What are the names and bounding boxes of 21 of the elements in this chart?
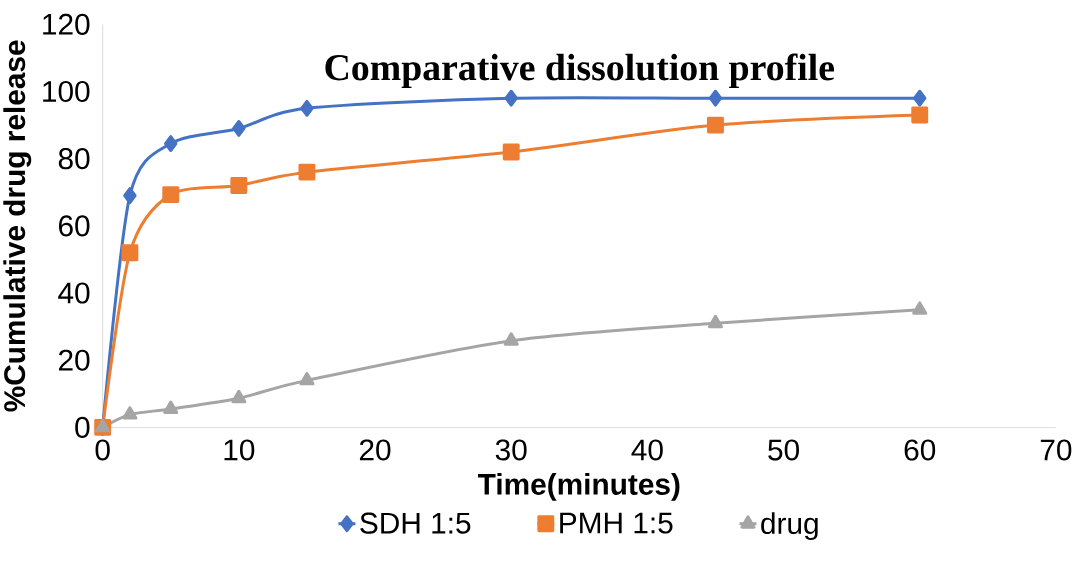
text: Comparative dissolution profile bbox=[325, 53, 835, 89]
legend-label: drug bbox=[761, 512, 818, 541]
y-tick-label: 0 bbox=[75, 416, 90, 439]
legend-label: SDH 1:5 bbox=[360, 512, 471, 534]
x-tick-label: 10 bbox=[224, 439, 255, 461]
x-axis-title: Time(minutes) bbox=[477, 473, 680, 501]
legend-label: PMH 1:5 bbox=[560, 512, 673, 534]
y-tick-label: 60 bbox=[59, 215, 90, 237]
y-tick-label: 100 bbox=[43, 81, 90, 103]
x-tick-label: 20 bbox=[359, 439, 391, 461]
y-tick-label: 80 bbox=[58, 148, 90, 170]
y-axis-title: %Cumulative drug release bbox=[3, 40, 32, 412]
x-tick-label: 30 bbox=[495, 439, 527, 461]
x-tick-label: 50 bbox=[768, 439, 799, 461]
x-tick-label: 70 bbox=[1040, 439, 1072, 461]
y-tick-label: 20 bbox=[58, 349, 90, 371]
y-tick-label: 120 bbox=[43, 13, 90, 36]
x-tick-label: 40 bbox=[631, 439, 663, 461]
x-tick-label: 0 bbox=[95, 439, 110, 461]
x-tick-label: 60 bbox=[904, 439, 936, 461]
y-tick-label: 40 bbox=[58, 282, 90, 304]
